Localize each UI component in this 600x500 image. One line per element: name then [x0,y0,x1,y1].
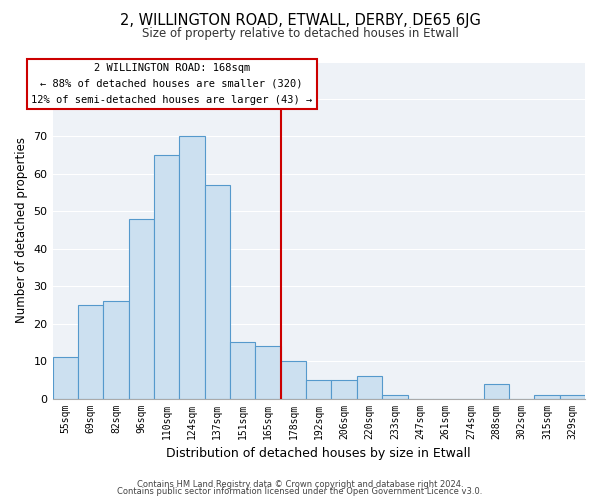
Text: Size of property relative to detached houses in Etwall: Size of property relative to detached ho… [142,28,458,40]
Bar [534,395,560,398]
Bar [306,380,331,398]
Bar [256,346,281,399]
Bar [230,342,256,398]
Bar [560,395,585,398]
Y-axis label: Number of detached properties: Number of detached properties [15,137,28,323]
Bar [205,185,230,398]
Bar [78,305,103,398]
Bar [179,136,205,398]
Text: 2 WILLINGTON ROAD: 168sqm
← 88% of detached houses are smaller (320)
12% of semi: 2 WILLINGTON ROAD: 168sqm ← 88% of detac… [31,64,313,104]
Text: Contains public sector information licensed under the Open Government Licence v3: Contains public sector information licen… [118,488,482,496]
Bar [331,380,357,398]
X-axis label: Distribution of detached houses by size in Etwall: Distribution of detached houses by size … [166,447,471,460]
Bar [357,376,382,398]
Text: 2, WILLINGTON ROAD, ETWALL, DERBY, DE65 6JG: 2, WILLINGTON ROAD, ETWALL, DERBY, DE65 … [119,12,481,28]
Bar [53,358,78,399]
Bar [281,361,306,399]
Bar [154,155,179,398]
Text: Contains HM Land Registry data © Crown copyright and database right 2024.: Contains HM Land Registry data © Crown c… [137,480,463,489]
Bar [103,301,128,398]
Bar [128,219,154,398]
Bar [484,384,509,398]
Bar [382,395,407,398]
